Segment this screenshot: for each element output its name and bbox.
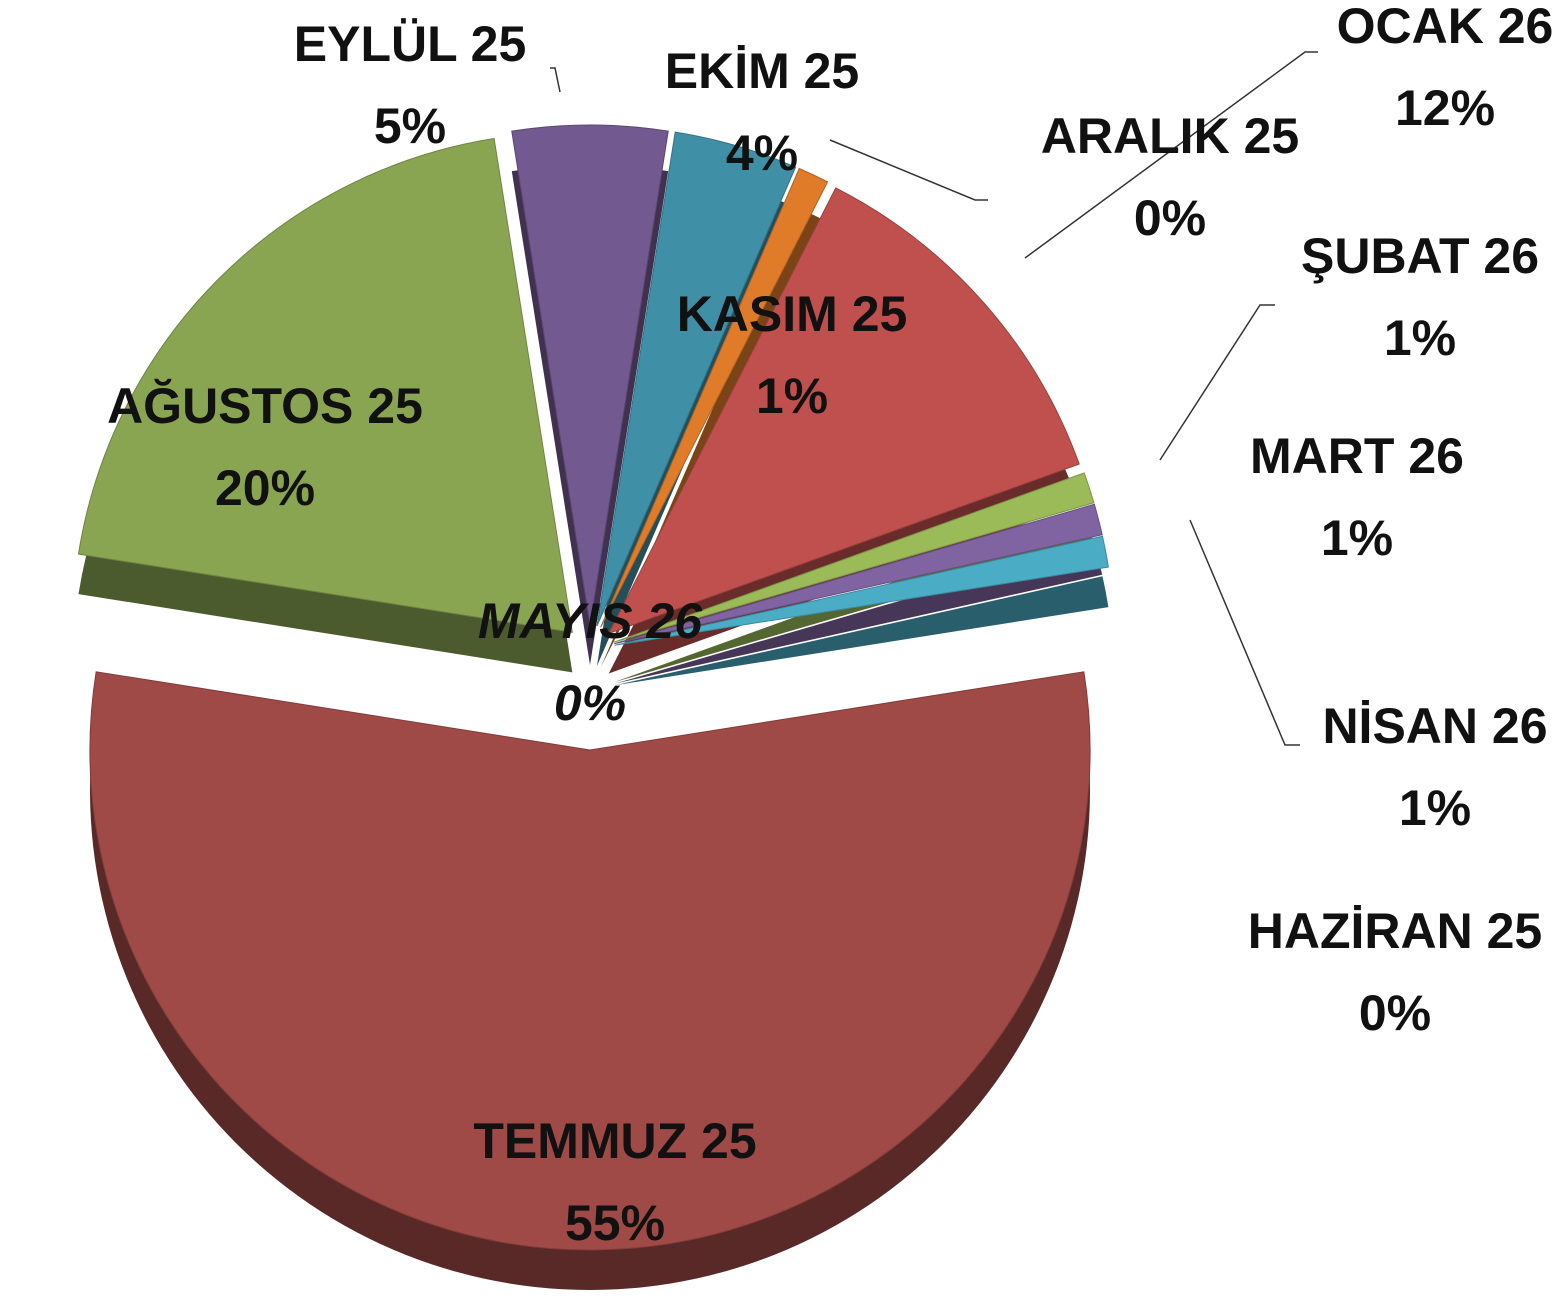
slice-label: ARALIK 25 [1041, 108, 1299, 164]
leader-line [550, 67, 561, 93]
slice-value-label: 1% [1321, 510, 1393, 566]
slice-value-label: 0% [554, 675, 626, 731]
slice-label: HAZİRAN 25 [1248, 903, 1542, 959]
slice-value-label: 1% [756, 368, 828, 424]
pie [77, 124, 1109, 1290]
slice-label: EKİM 25 [665, 43, 860, 99]
slice-label: EYLÜL 25 [294, 16, 527, 72]
slice-value-label: 0% [1359, 985, 1431, 1041]
slice-label: KASIM 25 [677, 286, 908, 342]
slice-label: TEMMUZ 25 [473, 1113, 756, 1169]
slice-label: AĞUSTOS 25 [107, 378, 423, 434]
leader-line [829, 139, 988, 201]
slice [614, 503, 1103, 645]
slice-label: MAYIS 26 [478, 593, 703, 649]
leader-line [1189, 519, 1300, 746]
slice-label: MART 26 [1250, 428, 1464, 484]
slice-label: OCAK 26 [1337, 0, 1554, 54]
slice-value-label: 12% [1395, 80, 1495, 136]
slice [89, 671, 1091, 1251]
slice [600, 167, 829, 628]
slice-value-label: 4% [726, 125, 798, 181]
slice-label: NİSAN 26 [1322, 698, 1547, 754]
slice-label: ŞUBAT 26 [1301, 228, 1539, 284]
slice-value-label: 5% [374, 98, 446, 154]
slice-value-label: 1% [1399, 780, 1471, 836]
slice [77, 137, 573, 633]
leader-line [1159, 304, 1275, 461]
slice [607, 187, 1080, 635]
slice-value-label: 20% [215, 460, 315, 516]
slice-value-label: 1% [1384, 310, 1456, 366]
leader-line [1024, 51, 1318, 259]
slice [613, 472, 1095, 643]
slice [511, 124, 669, 626]
slice-side [614, 576, 1109, 686]
labels: HAZİRAN 25 0% TEMMUZ 25 55% AĞUSTOS 25 20% EYL… [107, 0, 1553, 1251]
slice [614, 535, 1109, 646]
slice-value-label: 55% [565, 1195, 665, 1251]
slice [596, 131, 797, 627]
slice-value-label: 0% [1134, 190, 1206, 246]
